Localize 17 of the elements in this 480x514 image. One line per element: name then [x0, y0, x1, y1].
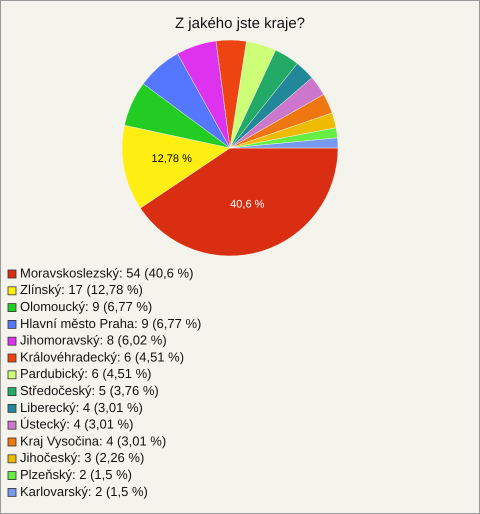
legend-label: Zlínský: 17 (12,78 %) — [20, 282, 143, 298]
legend-label: Plzeňský: 2 (1,5 %) — [20, 467, 132, 482]
legend-label: Olomoucký: 9 (6,77 %) — [20, 299, 152, 314]
legend-label: Liberecký: 4 (3,01 %) — [20, 400, 143, 415]
legend-label: Královéhradecký: 6 (4,51 %) — [20, 349, 184, 364]
chart-title: Z jakého jste kraje? — [174, 15, 306, 32]
legend-label: Středočeský: 5 (3,76 %) — [20, 383, 159, 398]
legend-label: Ústecký: 4 (3,01 %) — [20, 416, 134, 432]
legend-label: Karlovarský: 2 (1,5 %) — [20, 484, 148, 499]
data-label: 12,78 % — [151, 153, 192, 166]
legend-label: Moravskoslezský: 54 (40,6 %) — [20, 265, 194, 280]
legend-label: Jihočeský: 3 (2,26 %) — [20, 450, 144, 466]
legend-label: Jihomoravský: 8 (6,02 %) — [20, 332, 167, 348]
legend-label: Kraj Vysočina: 4 (3,01 %) — [20, 433, 166, 448]
legend-label: Pardubický: 6 (4,51 %) — [20, 366, 152, 382]
data-label: 40,6 % — [230, 198, 265, 211]
legend-label: Hlavní město Praha: 9 (6,77 %) — [20, 316, 202, 331]
